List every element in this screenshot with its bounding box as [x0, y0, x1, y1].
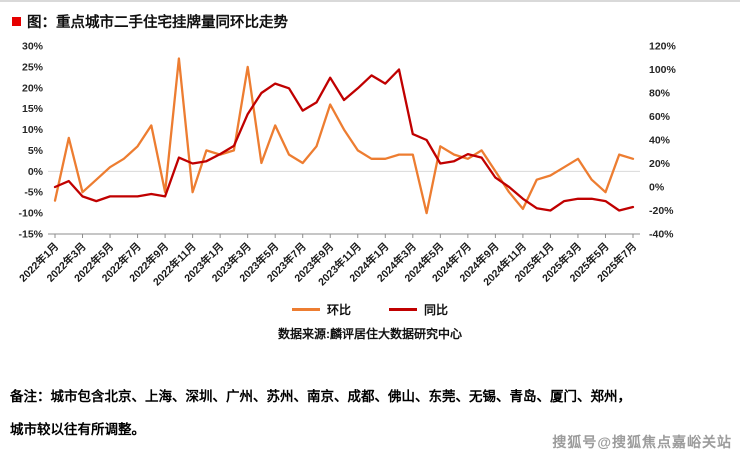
right-axis-label: 40% [649, 135, 671, 147]
footnote-line-1: 备注：城市包含北京、上海、深圳、广州、苏州、南京、成都、佛山、东莞、无锡、青岛、… [10, 389, 631, 404]
right-axis-label: -20% [649, 205, 674, 217]
left-axis-label: -15% [18, 229, 43, 241]
left-axis-label: 20% [22, 82, 44, 94]
left-axis-label: 30% [22, 41, 44, 53]
right-axis-label: 100% [649, 64, 677, 76]
chart-title: 图：重点城市二手住宅挂牌量同环比走势 [0, 2, 740, 32]
left-axis-label: -10% [18, 208, 43, 220]
series-line-环比 [53, 57, 635, 215]
watermark-text: 搜狐号@搜狐焦点嘉峪关站 [552, 434, 732, 450]
right-axis-label: 80% [649, 88, 671, 100]
legend-item-huanbi: 环比 [291, 301, 351, 318]
line-chart: 30% 25% 20% 15% 10% 5% 0% -5% -10% -15% 120% 100% 80… [16, 41, 677, 289]
title-bullet-icon [12, 17, 21, 26]
left-axis-label: 5% [28, 145, 44, 157]
right-axis-label: 0% [649, 182, 665, 194]
tongbi-line-swatch [389, 307, 417, 311]
data-source-text: 数据来源:麟评居住大数据研究中心 [278, 327, 462, 341]
right-axis-label: 120% [649, 41, 677, 53]
right-axis-label: 60% [649, 111, 671, 123]
series-line-同比 [53, 68, 635, 212]
left-axis-label: -5% [24, 187, 43, 199]
legend: 环比 同比 [0, 300, 740, 318]
left-axis-label: 15% [22, 103, 44, 115]
footnote-line-2: 城市较以往有所调整。 [10, 422, 145, 437]
footnote: 备注：城市包含北京、上海、深圳、广州、苏州、南京、成都、佛山、东莞、无锡、青岛、… [10, 380, 730, 446]
left-axis-label: 10% [22, 124, 44, 136]
legend-label-huanbi: 环比 [326, 302, 351, 317]
right-axis-label: -40% [649, 229, 674, 241]
right-axis-label: 20% [649, 158, 671, 170]
left-axis-label: 0% [28, 166, 44, 178]
legend-item-tongbi: 同比 [389, 301, 448, 318]
huanbi-line-swatch [291, 307, 320, 311]
left-axis-label: 25% [22, 61, 44, 73]
chart-title-text: 图：重点城市二手住宅挂牌量同环比走势 [27, 15, 288, 31]
legend-label-tongbi: 同比 [424, 302, 449, 317]
